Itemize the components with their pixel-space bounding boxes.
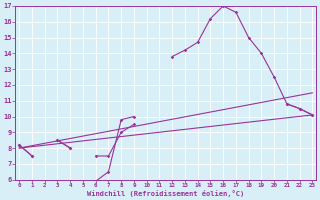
X-axis label: Windchill (Refroidissement éolien,°C): Windchill (Refroidissement éolien,°C) bbox=[87, 190, 244, 197]
